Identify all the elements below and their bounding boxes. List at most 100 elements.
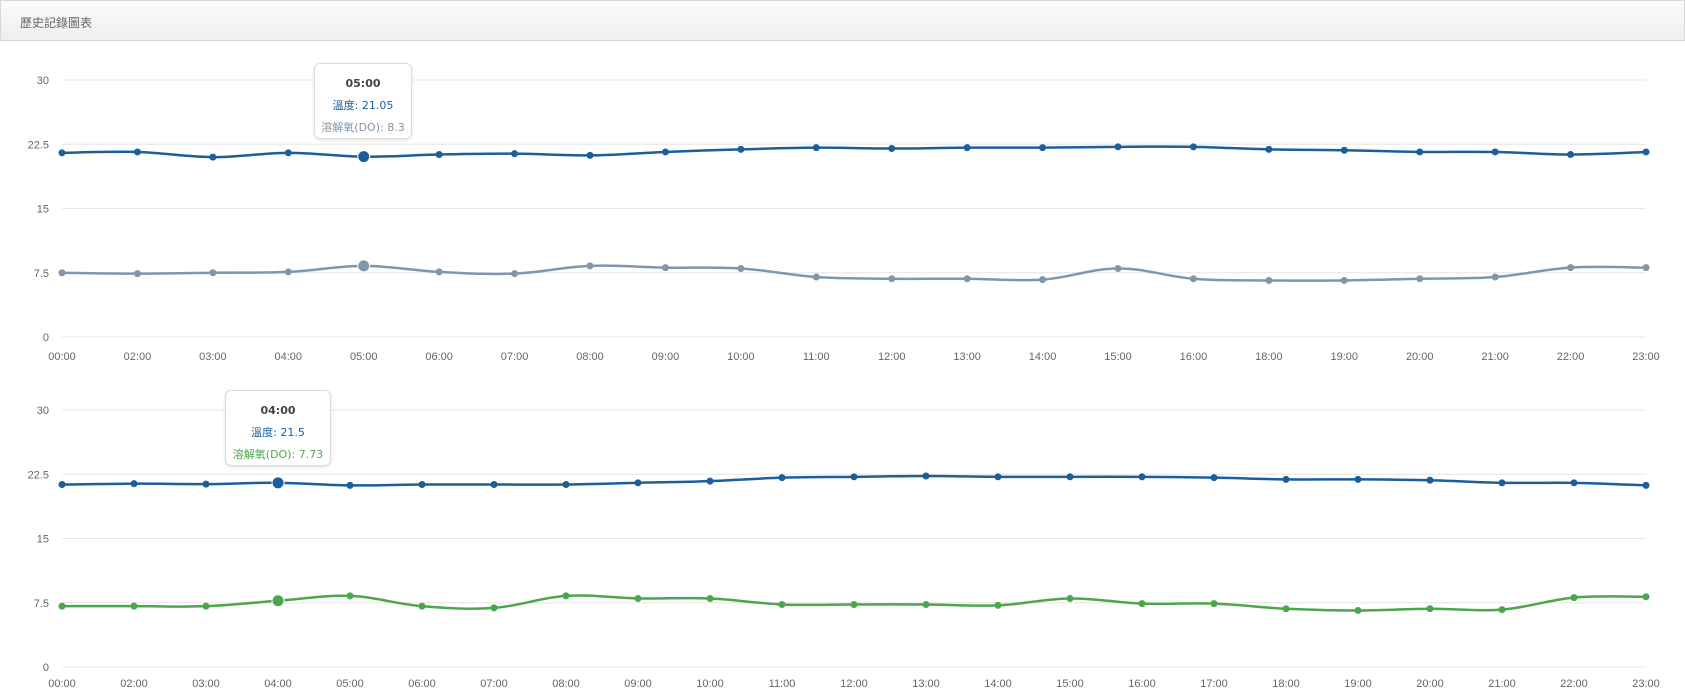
- data-point-temperature: [888, 145, 896, 153]
- chart-2: 0 7.5 15 22.5 30 00:00 02:00 03:00 04:00 05:00 06:…: [0, 374, 1685, 692]
- panel-title: 歷史記錄圖表: [20, 16, 93, 30]
- x-tick-label: 23:00: [1632, 678, 1660, 690]
- data-point-temperature: [435, 151, 443, 159]
- x-tick-label: 16:00: [1180, 351, 1208, 363]
- data-point-do: [418, 602, 426, 610]
- data-point-temperature: [490, 481, 498, 489]
- x-tick-label: 03:00: [192, 678, 220, 690]
- data-point-temperature: [357, 150, 371, 164]
- x-tick-label: 06:00: [425, 351, 453, 363]
- data-point-do: [1189, 275, 1197, 283]
- data-point-do: [1138, 600, 1146, 608]
- chart-1: 0 7.5 15 22.5 30 00:00 02:00 03:00 04:00 05:00 06:…: [0, 44, 1685, 374]
- data-point-do: [586, 262, 594, 270]
- data-point-temperature: [418, 481, 426, 489]
- data-point-do: [1416, 275, 1424, 283]
- data-point-temperature: [202, 480, 210, 488]
- y-tick-label: 22.5: [28, 139, 49, 151]
- x-tick-label: 22:00: [1560, 678, 1588, 690]
- x-tick-label: 08:00: [576, 351, 604, 363]
- x-tick-label: 06:00: [408, 678, 436, 690]
- x-tick-label: 17:00: [1200, 678, 1228, 690]
- x-tick-label: 18:00: [1255, 351, 1283, 363]
- data-point-do: [888, 275, 896, 283]
- y-tick-label: 30: [37, 405, 49, 417]
- x-tick-label: 03:00: [199, 351, 227, 363]
- data-point-temperature: [130, 480, 138, 488]
- x-tick-label: 12:00: [840, 678, 868, 690]
- data-point-temperature: [1066, 473, 1074, 481]
- x-tick-label: 10:00: [696, 678, 724, 690]
- tooltip-do: 溶解氧(DO): 8.3: [321, 121, 405, 134]
- data-point-temperature: [1416, 148, 1424, 156]
- panel-header: 歷史記錄圖表: [0, 0, 1685, 41]
- data-point-do: [511, 270, 519, 278]
- data-point-do: [562, 592, 570, 600]
- data-point-temperature: [850, 473, 858, 481]
- x-tick-label: 15:00: [1104, 351, 1132, 363]
- x-tick-label: 13:00: [953, 351, 981, 363]
- data-point-do: [1570, 594, 1578, 602]
- data-point-temperature: [1210, 474, 1218, 482]
- data-point-do: [922, 600, 930, 608]
- data-point-do: [737, 264, 745, 272]
- data-point-do: [1642, 264, 1650, 272]
- data-point-temperature: [661, 148, 669, 156]
- data-point-temperature: [1642, 481, 1650, 489]
- data-point-temperature: [1282, 475, 1290, 483]
- data-point-do: [1354, 606, 1362, 614]
- y-tick-label: 30: [37, 75, 49, 87]
- data-point-do: [778, 600, 786, 608]
- x-tick-label: 15:00: [1056, 678, 1084, 690]
- tooltip-time: 05:00: [345, 77, 381, 90]
- data-point-do: [1642, 593, 1650, 601]
- x-tick-label: 02:00: [120, 678, 148, 690]
- data-point-do: [1114, 264, 1122, 272]
- x-tick-label: 09:00: [652, 351, 680, 363]
- x-tick-label: 07:00: [501, 351, 529, 363]
- data-point-temperature: [271, 476, 285, 490]
- x-tick-label: 00:00: [48, 351, 76, 363]
- data-point-temperature: [1498, 479, 1506, 487]
- data-point-do: [1282, 605, 1290, 613]
- data-point-temperature: [346, 481, 354, 489]
- x-tick-label: 16:00: [1128, 678, 1156, 690]
- data-point-temperature: [1114, 143, 1122, 151]
- data-point-do: [1340, 276, 1348, 284]
- chart-2-svg: 0 7.5 15 22.5 30 00:00 02:00 03:00 04:00 05:00 06:…: [28, 405, 1660, 690]
- data-point-do: [435, 268, 443, 276]
- data-point-do: [209, 269, 217, 277]
- x-tick-label: 19:00: [1344, 678, 1372, 690]
- data-point-do: [357, 259, 371, 273]
- x-tick-label: 11:00: [803, 351, 830, 363]
- x-tick-label: 12:00: [878, 351, 906, 363]
- data-point-temperature: [963, 144, 971, 152]
- data-point-temperature: [812, 144, 820, 152]
- data-point-do: [58, 269, 66, 277]
- x-tick-label: 21:00: [1481, 351, 1509, 363]
- data-point-temperature: [1039, 144, 1047, 152]
- y-tick-label: 0: [43, 332, 49, 344]
- data-point-temperature: [209, 153, 217, 161]
- x-tick-label: 05:00: [350, 351, 378, 363]
- chart-2-tooltip: 04:00 溫度: 21.5 溶解氧(DO): 7.73: [225, 390, 331, 466]
- x-tick-label: 02:00: [124, 351, 152, 363]
- x-tick-label: 14:00: [1029, 351, 1057, 363]
- tooltip-do: 溶解氧(DO): 7.73: [232, 448, 324, 461]
- chart-1-svg: 0 7.5 15 22.5 30 00:00 02:00 03:00 04:00 05:00 06:…: [28, 75, 1660, 363]
- data-point-temperature: [1340, 146, 1348, 154]
- data-point-do: [706, 594, 714, 602]
- data-point-temperature: [1567, 151, 1575, 159]
- x-tick-label: 11:00: [769, 678, 796, 690]
- x-tick-label: 21:00: [1488, 678, 1516, 690]
- data-point-temperature: [1426, 476, 1434, 484]
- data-point-temperature: [284, 149, 292, 157]
- data-point-temperature: [994, 473, 1002, 481]
- data-point-temperature: [133, 148, 141, 156]
- x-tick-label: 04:00: [264, 678, 292, 690]
- data-point-temperature: [58, 149, 66, 157]
- x-tick-label: 00:00: [48, 678, 76, 690]
- data-point-do: [994, 601, 1002, 609]
- data-point-do: [202, 602, 210, 610]
- data-point-do: [346, 592, 354, 600]
